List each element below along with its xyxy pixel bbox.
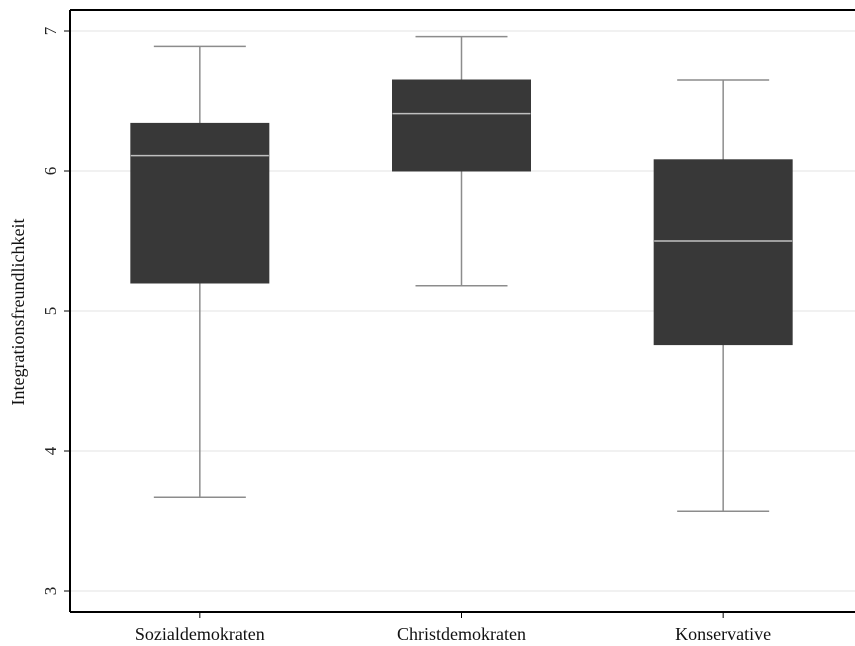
box-sozialdemokraten: [130, 45, 270, 498]
axes: 3 4 5 6 7 Sozialdemokraten Christdemokraten Kon…: [41, 9, 855, 644]
y-axis-title: Integrationsfreundlichkeit: [8, 219, 28, 406]
iqr-box-christdemokraten: [392, 79, 531, 172]
iqr-box-konservative: [653, 159, 793, 346]
y-tick-label-7: 7: [41, 26, 60, 35]
y-tick-label-3: 3: [41, 587, 60, 596]
x-tick-label-konservative: Konservative: [675, 624, 771, 644]
x-tick-label-sozialdemokraten: Sozialdemokraten: [135, 624, 265, 644]
boxes: [130, 35, 793, 512]
iqr-box-sozialdemokraten: [130, 122, 270, 284]
box-christdemokraten: [392, 35, 531, 287]
y-tick-label-6: 6: [41, 167, 60, 176]
y-tick-label-5: 5: [41, 307, 60, 316]
y-tick-label-4: 4: [41, 446, 60, 455]
box-konservative: [653, 79, 793, 512]
x-tick-label-christdemokraten: Christdemokraten: [397, 624, 526, 644]
